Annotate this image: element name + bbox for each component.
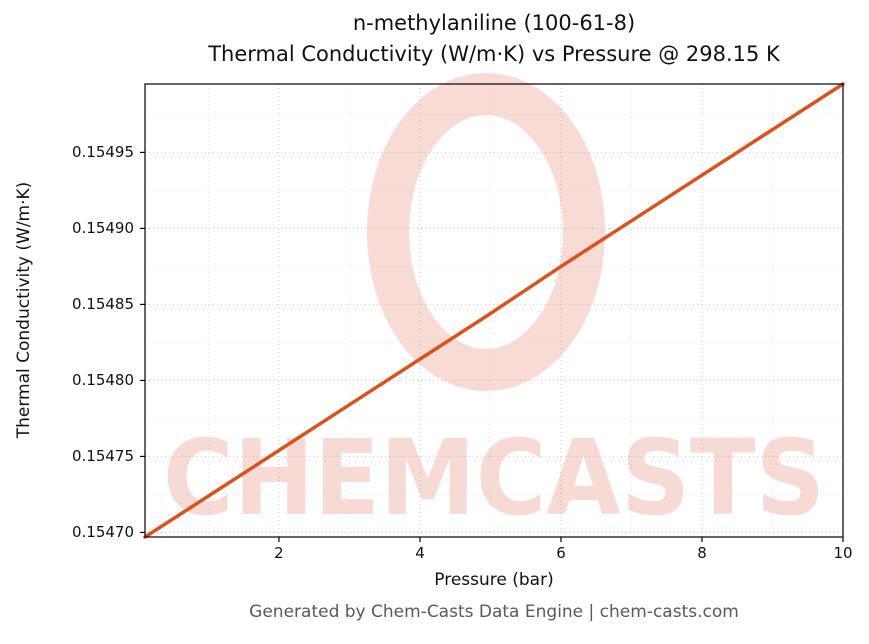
x-axis-label: Pressure (bar)	[434, 570, 554, 590]
footer-text: Generated by Chem-Casts Data Engine | ch…	[249, 602, 739, 622]
y-axis-label: Thermal Conductivity (W/m·K)	[14, 181, 34, 439]
x-tick-label: 10	[833, 544, 853, 562]
y-tick-label: 0.15480	[71, 371, 134, 390]
x-tick-label: 4	[415, 544, 425, 562]
x-tick-label: 2	[274, 544, 284, 562]
y-tick-labels: 0.15470 0.15475 0.15480 0.15485 0.15490 0.154…	[0, 0, 134, 644]
y-tick-label: 0.15485	[71, 295, 134, 314]
chart-title: n-methylaniline (100-61-8) Thermal Condu…	[145, 8, 843, 70]
x-tick-label: 6	[556, 544, 566, 562]
x-tick-labels: 2 4 6 8 10	[0, 544, 869, 564]
y-tick-label: 0.15490	[71, 219, 134, 238]
y-tick-label: 0.15495	[71, 143, 134, 162]
y-tick-label: 0.15470	[71, 523, 134, 542]
watermark: CHEMCASTS	[163, 73, 825, 539]
svg-text:CHEMCASTS: CHEMCASTS	[163, 417, 825, 539]
y-tick-label: 0.15475	[71, 447, 134, 466]
chart-title-line2: Thermal Conductivity (W/m·K) vs Pressure…	[208, 42, 780, 66]
series-line	[143, 82, 845, 539]
chart-title-line1: n-methylaniline (100-61-8)	[352, 11, 636, 35]
x-tick-label: 8	[697, 544, 707, 562]
